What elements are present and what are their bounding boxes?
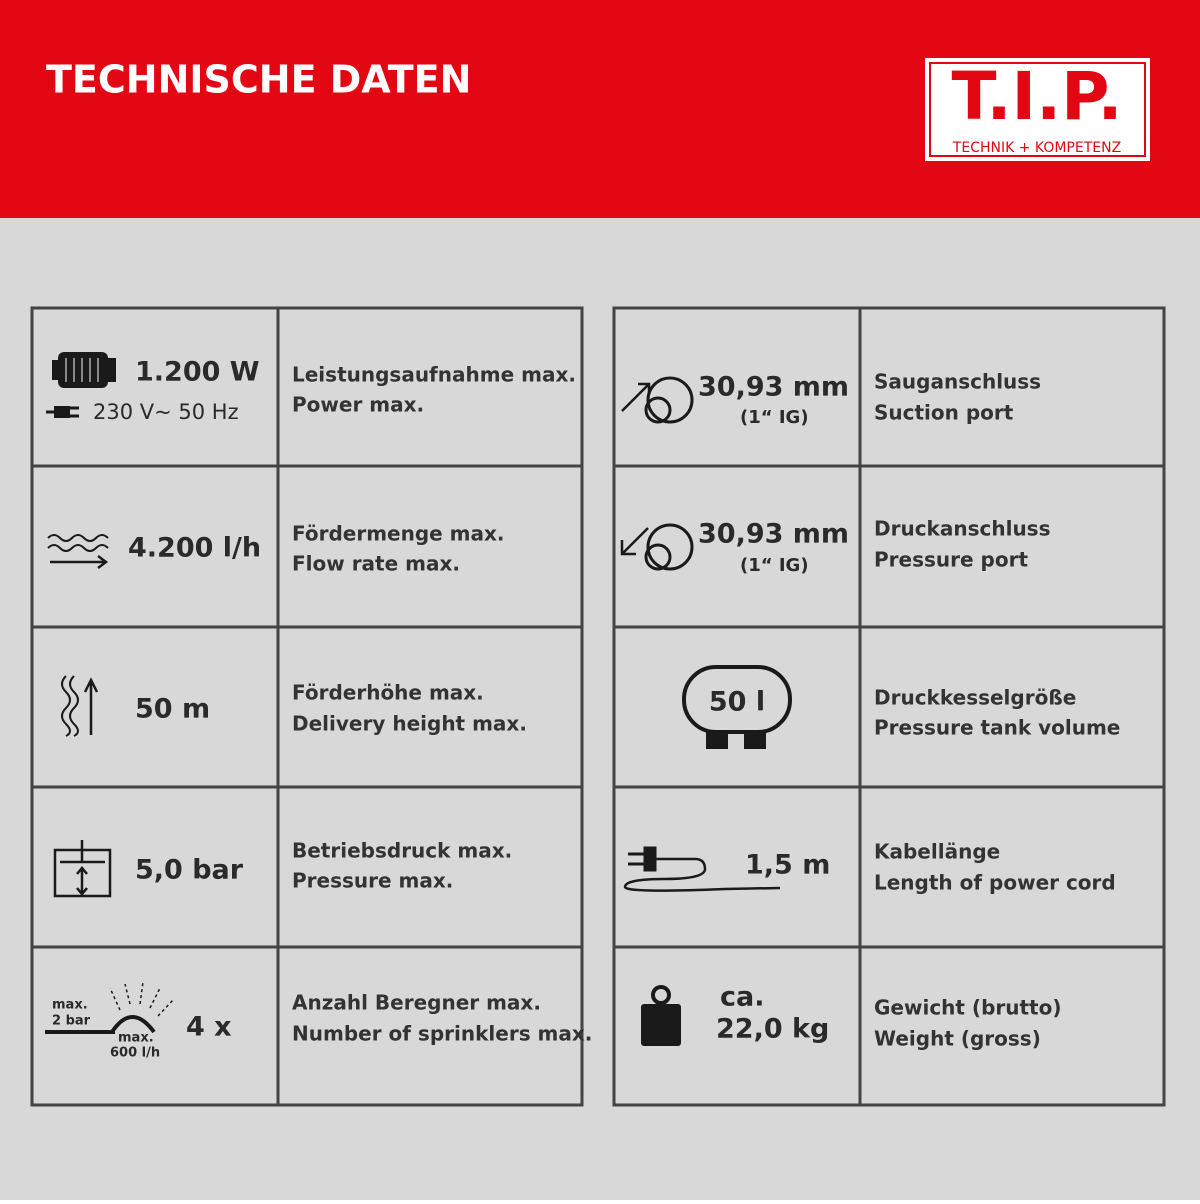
icon-text: max.	[118, 1031, 154, 1046]
logo-name: T.I.P.	[951, 58, 1122, 135]
value-detail: (1“ IG)	[740, 407, 809, 428]
value: 22,0 kg	[716, 1014, 829, 1045]
table-left: 1.200 W 230 V~ 50 Hz Leistungsaufnahme m…	[52, 357, 592, 1061]
value: ca.	[720, 982, 764, 1013]
value: 4 x	[186, 1012, 232, 1043]
title: TECHNISCHE DATEN	[46, 58, 471, 102]
value: 4.200 l/h	[128, 533, 261, 564]
row-lines	[32, 464, 1164, 949]
logo-box	[925, 58, 1150, 161]
suction-icon	[621, 376, 694, 424]
value-detail: 230 V~ 50 Hz	[93, 400, 239, 424]
pressure-port-icon	[620, 523, 694, 571]
motor-icon	[52, 352, 116, 388]
icon-text: max.	[52, 998, 88, 1013]
label: Number of sprinklers max.	[292, 1022, 592, 1046]
label: Sauganschluss	[874, 370, 1041, 394]
label: Druckkesselgröße	[874, 686, 1076, 710]
icon-text: 2 bar	[52, 1014, 91, 1029]
cord-icon	[623, 846, 781, 892]
label: Pressure port	[874, 548, 1028, 572]
logo-tagline: TECHNIK + KOMPETENZ	[952, 140, 1121, 156]
label: Suction port	[874, 401, 1014, 425]
value: 50 m	[135, 694, 210, 725]
label: Fördermenge max.	[292, 522, 505, 546]
value: 30,93 mm	[698, 372, 849, 403]
logo: T.I.P. TECHNIK + KOMPETENZ	[925, 58, 1150, 161]
table-border	[612, 306, 1166, 1107]
label: Weight (gross)	[874, 1027, 1041, 1051]
tank-icon	[682, 665, 792, 749]
table-grid	[30, 306, 1166, 1107]
label: Gewicht (brutto)	[874, 996, 1062, 1020]
label: Delivery height max.	[292, 712, 527, 736]
value: 30,93 mm	[698, 519, 849, 550]
sprinkler-icon	[45, 981, 174, 1034]
label: Flow rate max.	[292, 552, 460, 576]
label: Leistungsaufnahme max.	[292, 363, 576, 387]
icons	[45, 352, 792, 1046]
label: Pressure max.	[292, 869, 453, 893]
height-icon	[61, 675, 99, 737]
pressure-icon	[53, 840, 112, 898]
label: Pressure tank volume	[874, 716, 1120, 740]
label: Power max.	[292, 393, 424, 417]
plug-icon	[46, 406, 79, 418]
label: Druckanschluss	[874, 517, 1051, 541]
table-border	[30, 306, 584, 1107]
value: 1,5 m	[745, 850, 830, 881]
value-detail: (1“ IG)	[740, 555, 809, 576]
logo-frame	[929, 62, 1146, 157]
label: Length of power cord	[874, 871, 1116, 895]
icon-text: 600 l/h	[110, 1046, 160, 1061]
label: Betriebsdruck max.	[292, 839, 512, 863]
label: Förderhöhe max.	[292, 681, 484, 705]
table-right: 30,93 mm (1“ IG) Sauganschluss Suction p…	[698, 370, 1120, 1051]
waves-icon	[47, 534, 109, 569]
weight-icon	[641, 985, 681, 1046]
label: Anzahl Beregner max.	[292, 991, 541, 1015]
value: 5,0 bar	[135, 855, 244, 886]
value: 50 l	[709, 687, 765, 718]
label: Kabellänge	[874, 840, 1000, 864]
value: 1.200 W	[135, 357, 260, 388]
